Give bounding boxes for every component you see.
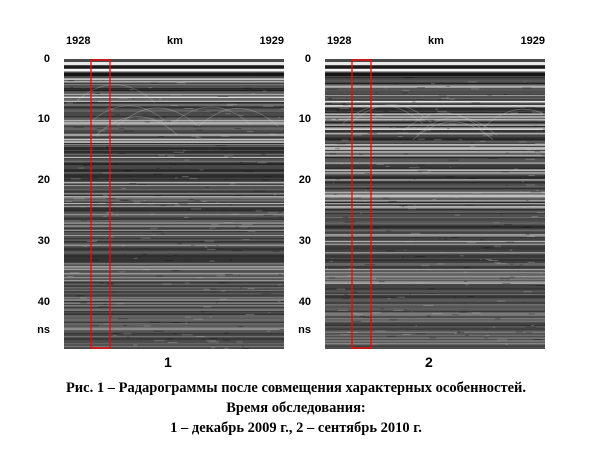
- y-tick-20: 20: [37, 174, 50, 186]
- y-tick-40: 40: [298, 296, 311, 308]
- km-end-label: 1929: [520, 35, 545, 47]
- y-tick-20: 20: [298, 174, 311, 186]
- y-tick-10: 10: [37, 113, 50, 125]
- km-unit-label: km: [428, 35, 444, 47]
- caption-line-2: Время обследования:: [226, 400, 366, 416]
- y-tick-0: 0: [304, 53, 311, 65]
- y-tick-30: 30: [37, 235, 50, 247]
- caption-line-1: Рис. 1 – Радарограммы после совмещения х…: [65, 380, 527, 396]
- anomaly-highlight-box: [90, 59, 111, 349]
- y-tick-30: 30: [298, 235, 311, 247]
- caption-line-3: 1 – декабрь 2009 г., 2 – сентябрь 2010 г…: [170, 420, 422, 436]
- radargram-image: [325, 59, 545, 349]
- km-end-label: 1929: [259, 35, 284, 47]
- figure-caption: Рис. 1 – Радарограммы после совмещения х…: [0, 378, 592, 438]
- radargram-panel-2: 1928 km 1929 0 10 20 30 40 ns 2: [285, 28, 545, 370]
- y-unit-label: ns: [298, 324, 311, 336]
- radargram-image: [64, 59, 284, 349]
- y-tick-0: 0: [43, 53, 50, 65]
- km-unit-label: km: [167, 35, 183, 47]
- panel-number: 2: [425, 354, 433, 370]
- radargram-panel-1: 1928 km 1929 0 10 20 30 40 ns 1: [24, 28, 284, 370]
- y-unit-label: ns: [37, 324, 50, 336]
- km-start-label: 1928: [66, 35, 91, 47]
- anomaly-highlight-box: [351, 59, 372, 349]
- panel-number: 1: [164, 354, 172, 370]
- y-tick-40: 40: [37, 296, 50, 308]
- km-start-label: 1928: [327, 35, 352, 47]
- y-tick-10: 10: [298, 113, 311, 125]
